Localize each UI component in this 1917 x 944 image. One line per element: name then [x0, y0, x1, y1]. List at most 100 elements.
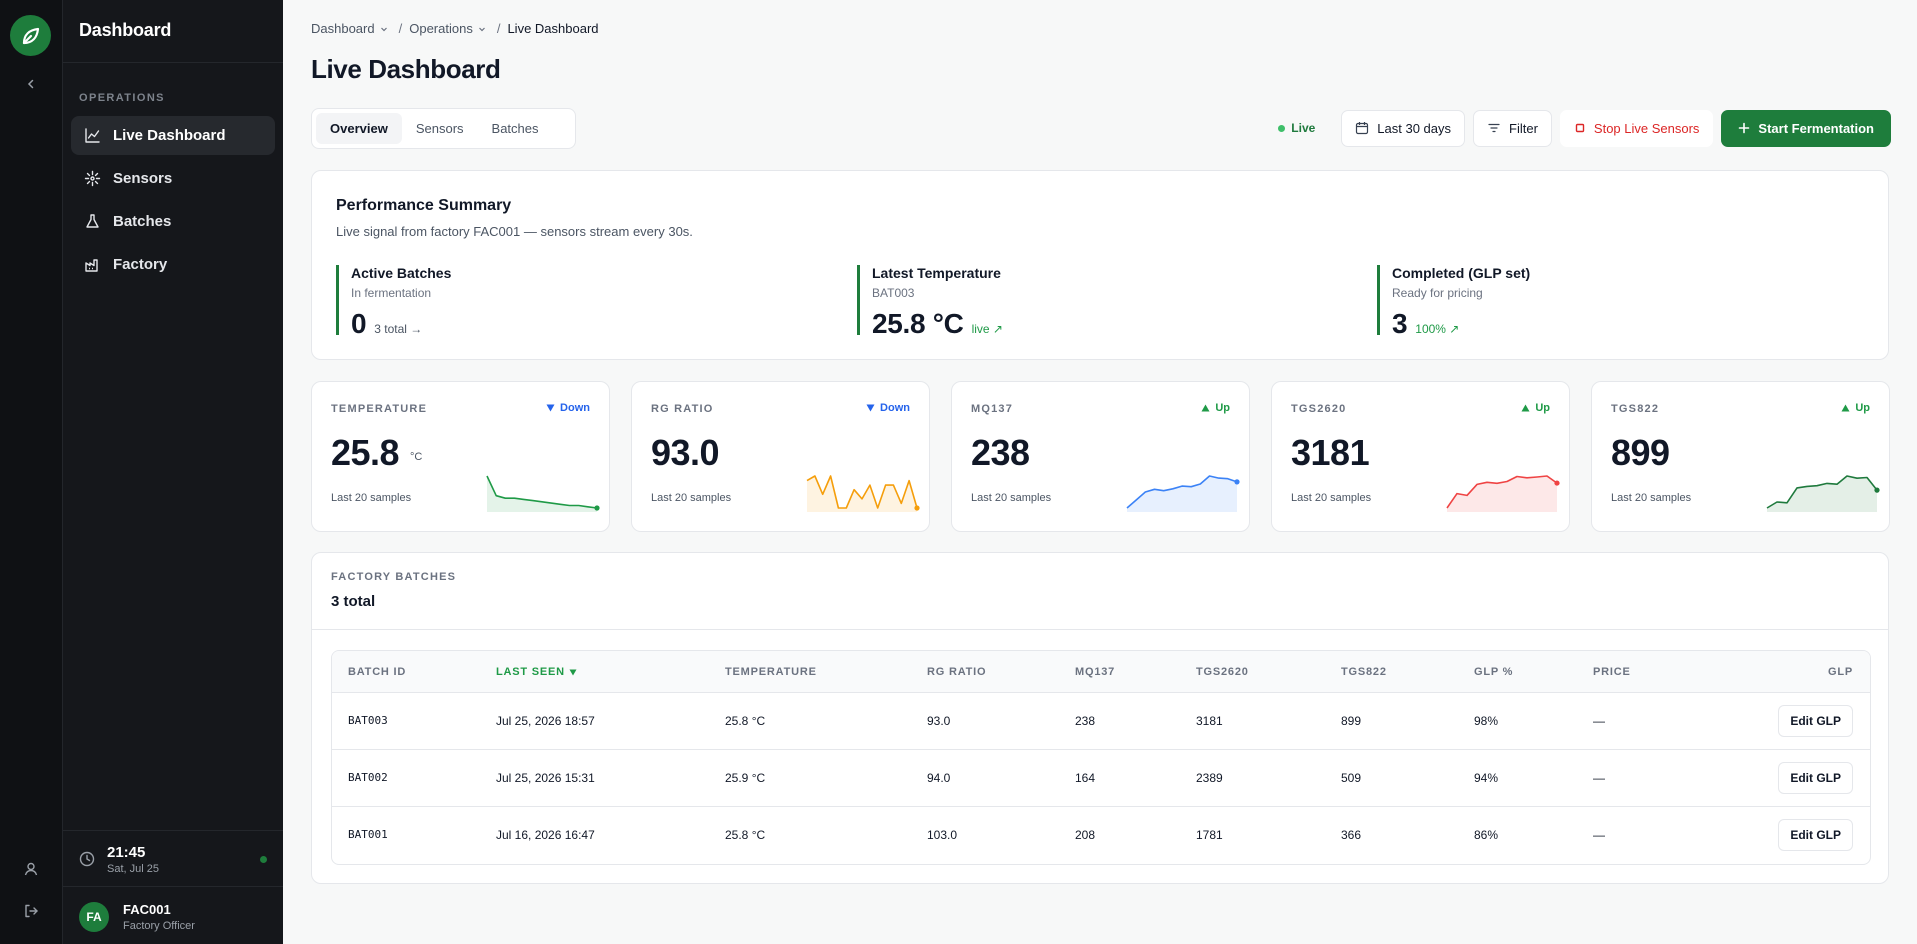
stat-latest-temperature: Latest Temperature BAT003 25.8 °C live ↗ — [857, 265, 1003, 339]
cell-tgs822: 509 — [1341, 771, 1362, 785]
breadcrumb-label: Operations — [409, 21, 473, 36]
clock-icon — [79, 851, 95, 872]
tab-sensors[interactable]: Sensors — [415, 121, 464, 136]
sidebar-item-sensors[interactable]: Sensors — [71, 159, 275, 198]
sparkline — [1126, 475, 1240, 512]
sparkline-line — [806, 475, 918, 509]
column-header-label: LAST SEEN — [496, 666, 565, 678]
cell-batch-id: BAT001 — [348, 828, 388, 841]
cell-glp-percent: 86% — [1474, 828, 1499, 842]
summary-subtitle: Live signal from factory FAC001 — sensor… — [336, 224, 693, 239]
tab-overview[interactable]: Overview — [316, 113, 402, 144]
sensor-card-tgs822[interactable]: TGS822 Up 899 Last 20 samples — [1591, 381, 1890, 532]
cell-rg-ratio: 93.0 — [927, 714, 951, 728]
stop-square-icon — [1574, 122, 1586, 134]
cell-tgs2620: 2389 — [1196, 771, 1223, 785]
sidebar-item-factory[interactable]: Factory — [71, 245, 275, 284]
logout-icon[interactable] — [20, 900, 42, 922]
trend-label: Up — [1855, 402, 1870, 414]
tab-batches[interactable]: Batches — [491, 121, 539, 136]
stat-completed-glp: Completed (GLP set) Ready for pricing 3 … — [1377, 265, 1530, 339]
main-content: Dashboard / Operations / Live Dashboard … — [283, 0, 1917, 944]
column-header-last-seen[interactable]: LAST SEEN — [496, 666, 577, 678]
sidebar-user[interactable]: FA FAC001 Factory Officer — [63, 886, 283, 944]
column-header-mq137[interactable]: MQ137 — [1075, 666, 1116, 678]
date-range-label: Last 30 days — [1377, 120, 1452, 136]
icon-rail — [0, 0, 63, 944]
trend-label: Down — [880, 402, 910, 414]
view-tabs: Overview Sensors Batches — [311, 108, 576, 149]
sidebar-item-label: Factory — [113, 256, 168, 273]
trend-badge: Down — [546, 402, 590, 414]
filter-button[interactable]: Filter — [1473, 109, 1552, 147]
stop-live-sensors-button[interactable]: Stop Live Sensors — [1559, 109, 1714, 147]
sensor-label: TGS822 — [1611, 403, 1660, 415]
sensor-burst-icon — [83, 170, 101, 188]
online-status-dot — [260, 856, 267, 863]
stat-total-link[interactable]: 3 total → — [374, 322, 423, 336]
sensor-card-mq137[interactable]: MQ137 Up 238 Last 20 samples — [951, 381, 1250, 532]
column-header-batch-id[interactable]: BATCH ID — [348, 666, 407, 678]
batches-total: 3 total — [331, 593, 376, 610]
table-row: BAT003 Jul 25, 2026 18:57 25.8 °C 93.0 2… — [332, 693, 1870, 750]
column-header-rg-ratio[interactable]: RG RATIO — [927, 666, 987, 678]
leaf-logo-icon[interactable] — [10, 15, 51, 56]
cell-glp-percent: 94% — [1474, 771, 1499, 785]
cell-last-seen: Jul 25, 2026 15:31 — [496, 771, 595, 785]
sparkline-area — [1447, 476, 1557, 512]
column-header-tgs2620[interactable]: TGS2620 — [1196, 666, 1249, 678]
live-dot — [1278, 124, 1286, 132]
column-header-glp-percent[interactable]: GLP % — [1474, 666, 1514, 678]
sensor-value: 93.0 — [651, 432, 720, 473]
flask-icon — [83, 213, 101, 231]
trend-label: Down — [560, 402, 590, 414]
sensor-label: MQ137 — [971, 403, 1014, 415]
date-range-button[interactable]: Last 30 days — [1341, 109, 1466, 147]
column-header-glp: GLP — [1827, 666, 1853, 678]
cell-temperature: 25.9 °C — [725, 771, 766, 785]
cell-tgs822: 366 — [1341, 828, 1362, 842]
cell-rg-ratio: 94.0 — [927, 771, 951, 785]
factory-batches-card: FACTORY BATCHES 3 total BATCH ID LAST SE… — [311, 552, 1889, 884]
stat-sub: In fermentation — [351, 286, 432, 300]
plus-icon — [1738, 122, 1750, 134]
breadcrumb-operations[interactable]: Operations — [409, 21, 490, 36]
triangle-up-icon — [1841, 404, 1850, 412]
cell-last-seen: Jul 25, 2026 18:57 — [496, 714, 595, 728]
sidebar-item-batches[interactable]: Batches — [71, 202, 275, 241]
column-header-price[interactable]: PRICE — [1593, 666, 1631, 678]
stat-value: 0 — [351, 308, 367, 339]
sensor-value: 25.8 — [331, 432, 400, 473]
breadcrumb-separator: / — [398, 21, 403, 36]
sensor-label: TGS2620 — [1291, 403, 1347, 415]
collapse-chevron-icon[interactable] — [20, 73, 42, 95]
triangle-down-icon — [546, 404, 555, 412]
sensor-card-rg-ratio[interactable]: RG RATIO Down 93.0 Last 20 samples — [631, 381, 930, 532]
sidebar-item-label: Live Dashboard — [113, 127, 226, 144]
edit-glp-button[interactable]: Edit GLP — [1778, 705, 1853, 737]
breadcrumb-current: Live Dashboard — [507, 21, 599, 36]
stop-label: Stop Live Sensors — [1593, 120, 1700, 136]
edit-glp-button[interactable]: Edit GLP — [1778, 819, 1853, 851]
clock-time: 21:45 — [107, 844, 146, 861]
stat-sub: Ready for pricing — [1392, 286, 1483, 300]
page-title: Live Dashboard — [311, 54, 501, 84]
stat-label: Latest Temperature — [872, 265, 1001, 281]
column-header-tgs822[interactable]: TGS822 — [1341, 666, 1387, 678]
column-header-temperature[interactable]: TEMPERATURE — [725, 666, 817, 678]
sensor-card-tgs2620[interactable]: TGS2620 Up 3181 Last 20 samples — [1271, 381, 1570, 532]
sparkline-last-point — [914, 505, 920, 511]
cell-rg-ratio: 103.0 — [927, 828, 958, 842]
breadcrumb-dashboard[interactable]: Dashboard — [311, 21, 392, 36]
triangle-down-icon — [866, 404, 875, 412]
filter-icon — [1487, 121, 1501, 135]
batches-section-label: FACTORY BATCHES — [331, 571, 457, 583]
sensor-card-temperature[interactable]: TEMPERATURE Down 25.8 °C Last 20 samples — [311, 381, 610, 532]
edit-glp-button[interactable]: Edit GLP — [1778, 762, 1853, 794]
sidebar-divider — [63, 62, 283, 63]
user-profile-icon[interactable] — [20, 858, 42, 880]
cell-tgs822: 899 — [1341, 714, 1362, 728]
sidebar-item-live-dashboard[interactable]: Live Dashboard — [71, 116, 275, 155]
start-fermentation-button[interactable]: Start Fermentation — [1721, 109, 1891, 147]
summary-title: Performance Summary — [336, 197, 512, 214]
